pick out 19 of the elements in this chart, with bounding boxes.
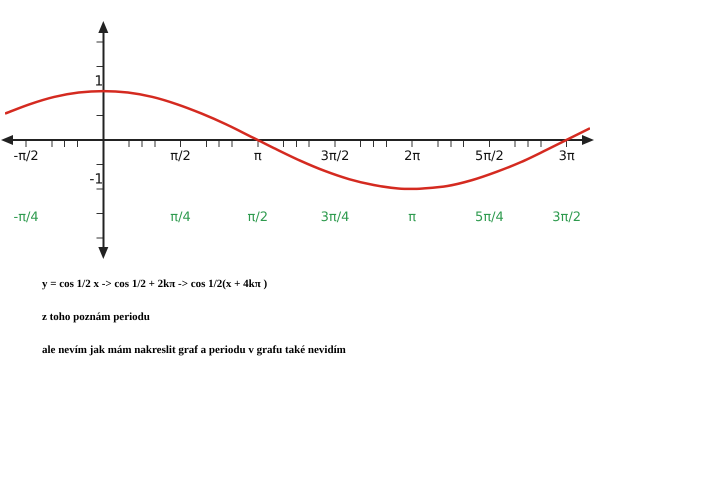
text: z toho poznám periodu [42, 311, 150, 323]
x2-tick-label: π/4 [170, 210, 191, 225]
x-tick-label: 2π [404, 149, 420, 164]
x-tick-label: π/2 [170, 149, 191, 164]
x-tick-label: -π/2 [14, 149, 39, 164]
x-tick-label: π [254, 149, 262, 164]
y-tick-label: -1 [89, 172, 104, 188]
x2-tick-label: 5π/4 [475, 210, 504, 225]
x2-tick-label: -π/4 [14, 210, 39, 225]
text: y = cos 1/2 x -> cos 1/2 + 2kπ -> cos 1/2(x + 4kπ ) [42, 278, 268, 290]
x-tick-label: 3π/2 [320, 149, 350, 164]
x2-tick-label: π [408, 210, 416, 225]
x2-tick-label: 3π/4 [320, 210, 350, 225]
x2-tick-label: 3π/2 [552, 210, 582, 225]
x-tick-label: 5π/2 [475, 149, 504, 164]
text: ale nevím jak mám nakreslit graf a periodu v grafu také nevidím [42, 344, 346, 356]
x-tick-label: 3π [558, 149, 575, 164]
x2-tick-label: π/2 [248, 210, 268, 225]
y-tick-label: 1 [94, 74, 104, 90]
